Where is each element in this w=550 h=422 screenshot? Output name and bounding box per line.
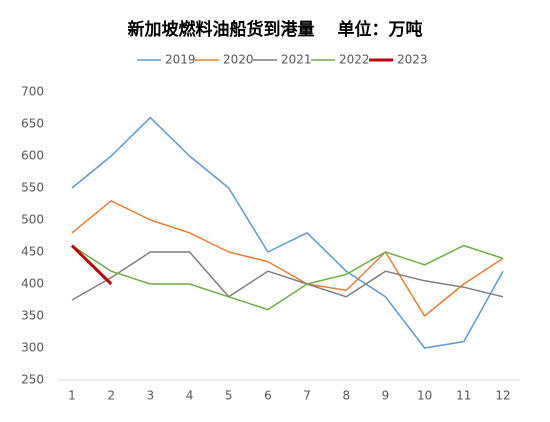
legend-label: 2021 xyxy=(281,53,312,67)
x-tick-label: 2 xyxy=(107,389,115,403)
x-tick-label: 1 xyxy=(68,389,76,403)
x-tick-label: 6 xyxy=(264,389,272,403)
y-tick-label: 300 xyxy=(21,341,44,355)
y-tick-label: 500 xyxy=(21,213,44,227)
chart-title: 新加坡燃料油船货到港量 单位：万吨 xyxy=(128,19,423,40)
y-tick-label: 350 xyxy=(21,309,44,323)
y-tick-label: 550 xyxy=(21,181,44,195)
legend-label: 2023 xyxy=(397,53,428,67)
x-tick-label: 7 xyxy=(303,389,311,403)
x-tick-label: 5 xyxy=(225,389,233,403)
x-tick-label: 11 xyxy=(456,389,471,403)
y-tick-label: 600 xyxy=(21,149,44,163)
x-tick-label: 8 xyxy=(342,389,350,403)
series-line xyxy=(70,244,113,286)
x-tick-label: 9 xyxy=(382,389,390,403)
x-tick-label: 3 xyxy=(147,389,155,403)
series-line xyxy=(71,116,504,349)
series-line xyxy=(71,200,504,317)
x-tick-label: 12 xyxy=(495,389,510,403)
series-line xyxy=(71,244,504,311)
y-tick-label: 650 xyxy=(21,117,44,131)
legend-label: 2022 xyxy=(339,53,370,67)
y-tick-label: 400 xyxy=(21,277,44,291)
y-tick-label: 700 xyxy=(21,85,44,99)
legend-label: 2019 xyxy=(165,53,196,67)
legend-label: 2020 xyxy=(223,53,254,67)
y-tick-label: 250 xyxy=(21,373,44,387)
x-tick-label: 4 xyxy=(186,389,194,403)
series-line xyxy=(71,251,504,301)
y-tick-label: 450 xyxy=(21,245,44,259)
x-tick-label: 10 xyxy=(417,389,432,403)
